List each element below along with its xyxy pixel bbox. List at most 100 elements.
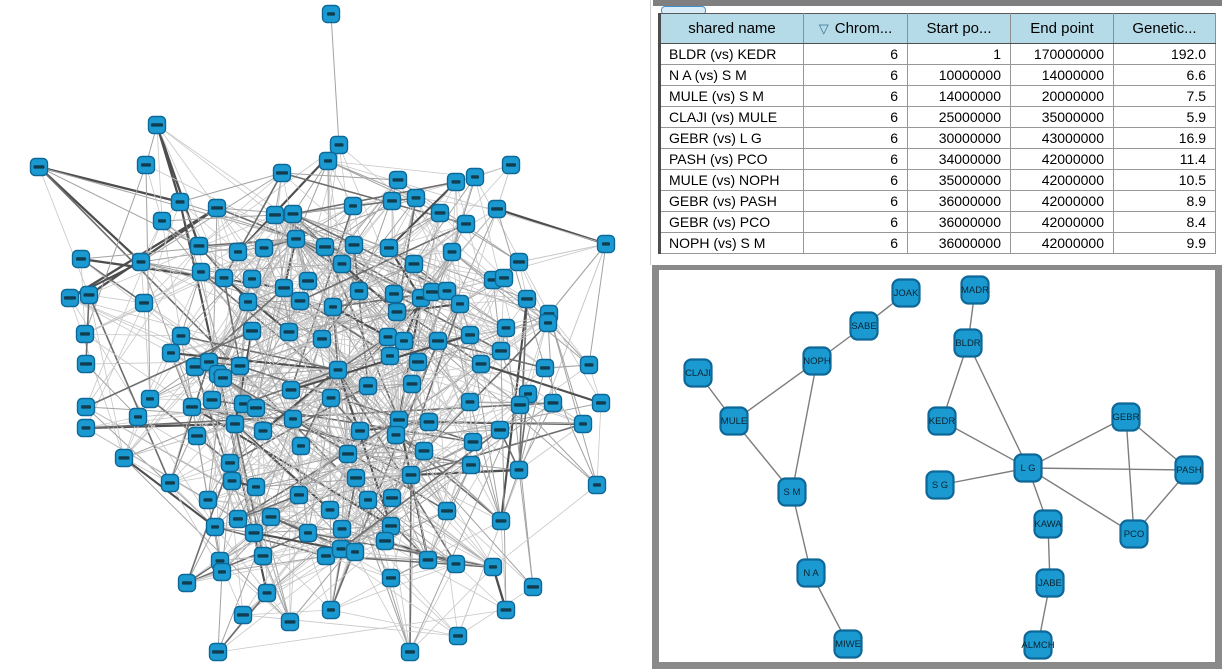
overview-edge[interactable]	[496, 208, 546, 369]
overview-node[interactable]	[471, 354, 491, 374]
overview-node[interactable]	[430, 203, 450, 223]
overview-node[interactable]	[346, 468, 366, 488]
overview-node[interactable]	[257, 583, 277, 603]
table-cell[interactable]: 5.9	[1113, 106, 1216, 128]
overview-node[interactable]	[343, 196, 363, 216]
node-shape[interactable]	[719, 406, 749, 436]
overview-edge[interactable]	[451, 181, 457, 253]
column-header-2[interactable]: Start po...	[907, 13, 1011, 44]
overview-edge[interactable]	[470, 464, 502, 522]
overview-edge[interactable]	[548, 313, 602, 404]
table-cell[interactable]: CLAJI (vs) MULE	[659, 106, 804, 128]
overview-edge[interactable]	[222, 213, 294, 379]
overview-edge[interactable]	[217, 429, 501, 653]
overview-edge[interactable]	[288, 331, 349, 455]
detail-edge-BLDR-L G[interactable]	[967, 342, 1029, 469]
overview-edge[interactable]	[180, 247, 265, 337]
overview-edge[interactable]	[410, 423, 584, 476]
overview-edge[interactable]	[38, 165, 181, 204]
overview-edge[interactable]	[300, 401, 471, 447]
overview-edge[interactable]	[88, 214, 276, 296]
overview-edge[interactable]	[262, 430, 331, 511]
detail-node-BLDR[interactable]: BLDR	[953, 328, 983, 358]
table-cell[interactable]: 6	[803, 43, 908, 65]
overview-node[interactable]	[579, 355, 599, 375]
overview-edge[interactable]	[548, 313, 584, 425]
detail-node-JABE[interactable]: JABE	[1035, 568, 1065, 598]
overview-edge[interactable]	[179, 172, 283, 203]
overview-edge[interactable]	[234, 423, 429, 561]
overview-edge[interactable]	[292, 181, 457, 215]
overview-edge[interactable]	[384, 510, 448, 542]
overview-edge[interactable]	[255, 450, 425, 488]
overview-edge[interactable]	[518, 402, 554, 471]
detail-node-SABE[interactable]: SABE	[849, 311, 879, 341]
overview-edge[interactable]	[216, 207, 297, 240]
overview-node[interactable]	[128, 407, 148, 427]
overview-node[interactable]	[298, 523, 318, 543]
table-cell[interactable]: 1	[907, 43, 1011, 65]
overview-edge[interactable]	[358, 290, 400, 421]
overview-edge[interactable]	[262, 525, 392, 557]
overview-edge[interactable]	[229, 462, 309, 534]
overview-node[interactable]	[408, 352, 428, 372]
overview-edge[interactable]	[191, 313, 550, 408]
detail-edge-GEBR-PCO[interactable]	[1125, 416, 1135, 535]
overview-node[interactable]	[242, 269, 262, 289]
overview-edge[interactable]	[295, 238, 360, 292]
overview-edge[interactable]	[223, 277, 241, 367]
overview-node[interactable]	[228, 242, 248, 262]
detail-node-MIWE[interactable]: MIWE	[833, 629, 863, 659]
overview-edge[interactable]	[437, 340, 546, 369]
table-cell[interactable]: 42000000	[1010, 232, 1114, 254]
overview-node[interactable]	[379, 238, 399, 258]
table-cell[interactable]: 6	[803, 148, 908, 170]
overview-edge[interactable]	[253, 418, 294, 534]
overview-node[interactable]	[456, 214, 476, 234]
overview-edge[interactable]	[519, 404, 598, 486]
overview-node[interactable]	[538, 313, 558, 333]
overview-node[interactable]	[281, 380, 301, 400]
overview-edge[interactable]	[354, 430, 361, 553]
overview-node[interactable]	[517, 289, 537, 309]
overview-node[interactable]	[298, 271, 318, 291]
table-cell[interactable]: 42000000	[1010, 169, 1114, 191]
table-row[interactable]: CLAJI (vs) MULE 6 25000000 35000000 5.9	[659, 106, 1216, 128]
detail-node-N A[interactable]: N A	[796, 558, 826, 588]
overview-edge[interactable]	[367, 313, 550, 387]
table-cell[interactable]: 6	[803, 127, 908, 149]
overview-edge[interactable]	[242, 609, 332, 616]
overview-node[interactable]	[491, 511, 511, 531]
overview-edge[interactable]	[347, 197, 417, 455]
overview-edge[interactable]	[395, 429, 501, 436]
detail-node-MADR[interactable]: MADR	[960, 275, 990, 305]
overview-node[interactable]	[402, 374, 422, 394]
overview-node[interactable]	[401, 465, 421, 485]
overview-edge[interactable]	[428, 421, 459, 637]
node-shape[interactable]	[802, 346, 832, 376]
overview-node[interactable]	[290, 291, 310, 311]
overview-edge[interactable]	[367, 499, 494, 568]
overview-node[interactable]	[253, 421, 273, 441]
node-shape[interactable]	[953, 328, 983, 358]
overview-edge[interactable]	[123, 366, 196, 459]
table-cell[interactable]: 8.9	[1113, 190, 1216, 212]
node-shape[interactable]	[796, 558, 826, 588]
table-cell[interactable]: 35000000	[1010, 106, 1114, 128]
table-cell[interactable]: 6	[803, 85, 908, 107]
overview-edge[interactable]	[398, 419, 472, 466]
overview-edge[interactable]	[207, 499, 331, 511]
overview-edge[interactable]	[358, 212, 441, 292]
overview-edge[interactable]	[69, 297, 172, 354]
table-row[interactable]: MULE (vs) NOPH 6 35000000 42000000 10.5	[659, 169, 1216, 191]
overview-edge[interactable]	[518, 469, 534, 588]
overview-edge[interactable]	[289, 540, 386, 623]
overview-edge[interactable]	[544, 367, 598, 486]
overview-node[interactable]	[75, 324, 95, 344]
overview-edge[interactable]	[341, 450, 425, 530]
overview-node[interactable]	[418, 550, 438, 570]
overview-edge[interactable]	[472, 441, 502, 522]
overview-node[interactable]	[382, 191, 402, 211]
detail-edge-L G-PCO[interactable]	[1027, 467, 1135, 535]
overview-node[interactable]	[76, 418, 96, 438]
